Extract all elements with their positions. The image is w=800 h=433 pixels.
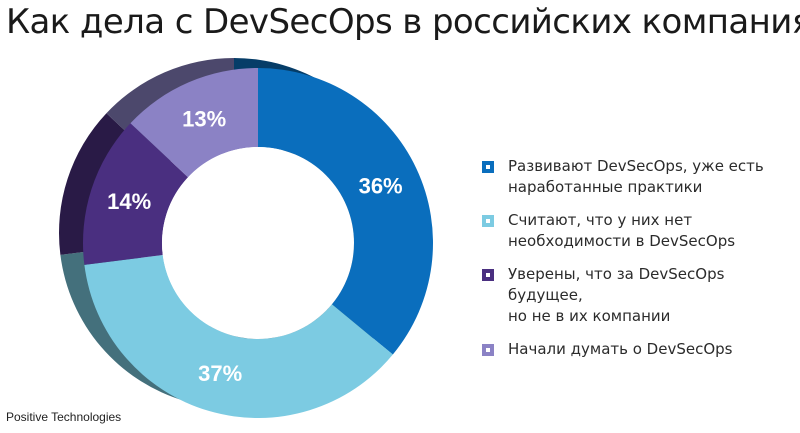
donut-value-label: 36% bbox=[359, 173, 403, 198]
legend-item: Развивают DevSecOps, уже есть наработанн… bbox=[482, 156, 792, 198]
donut-value-label: 13% bbox=[182, 107, 226, 132]
legend-item: Уверены, что за DevSecOps будущее, но не… bbox=[482, 264, 792, 327]
legend-swatch bbox=[482, 344, 494, 356]
donut-hole bbox=[162, 147, 354, 339]
donut-chart: 36% 37% 14% 13% bbox=[59, 57, 433, 418]
donut-slice bbox=[130, 68, 258, 178]
chart-legend: Развивают DevSecOps, уже есть наработанн… bbox=[482, 156, 792, 372]
legend-label-line: необходимости в DevSecOps bbox=[508, 232, 736, 250]
legend-item: Считают, что у них нет необходимости в D… bbox=[482, 210, 792, 252]
legend-label-line: Уверены, что за DevSecOps будущее, bbox=[508, 265, 725, 304]
donut-slices bbox=[83, 68, 433, 418]
donut-slice bbox=[83, 123, 189, 265]
legend-swatch bbox=[482, 161, 494, 173]
legend-swatch bbox=[482, 215, 494, 227]
legend-item: Начали думать о DevSecOps bbox=[482, 339, 792, 360]
donut-slice bbox=[84, 255, 393, 418]
legend-swatch bbox=[482, 269, 494, 281]
legend-label-line: Начали думать о DevSecOps bbox=[508, 340, 733, 358]
legend-label-line: наработанные практики bbox=[508, 178, 703, 196]
donut-slice bbox=[258, 68, 433, 355]
donut-value-label: 37% bbox=[198, 361, 242, 386]
legend-label-line: Считают, что у них нет bbox=[508, 211, 693, 229]
source-credit: Positive Technologies bbox=[6, 410, 122, 424]
chart-title: Как дела с DevSecOps в российских компан… bbox=[6, 2, 800, 42]
legend-label-line: Развивают DevSecOps, уже есть bbox=[508, 157, 764, 175]
donut-value-labels: 36% 37% 14% 13% bbox=[107, 107, 403, 386]
donut-value-label: 14% bbox=[107, 189, 151, 214]
legend-label-line: но не в их компании bbox=[508, 307, 671, 325]
